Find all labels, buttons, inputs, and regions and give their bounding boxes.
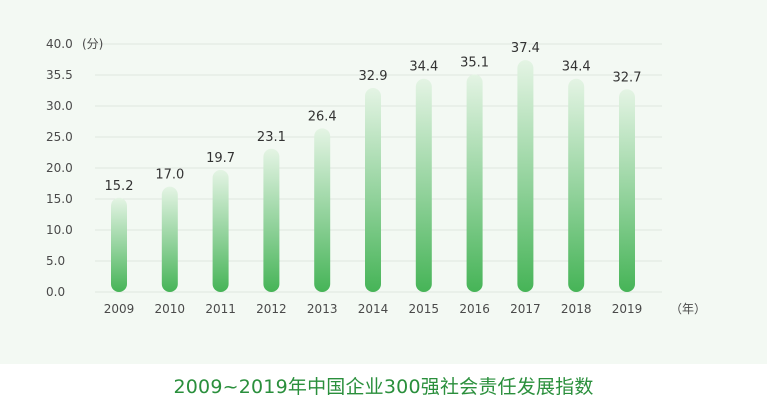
y-axis-ticks: 0.0 5.0 10.0 15.0 20.0 25.0 30.0 35.5 40.0: [46, 37, 73, 299]
y-tick-label: 10.0: [46, 223, 73, 237]
x-tick-label-2010: 2010: [155, 302, 186, 316]
x-axis-unit-label: （年）: [670, 302, 706, 316]
y-tick-label: 35.5: [46, 68, 73, 82]
value-label-2014: 32.9: [359, 69, 388, 84]
value-label-2016: 35.1: [460, 55, 489, 70]
value-labels: 15.2 17.0 19.7 23.1 26.4 32.9 34.4 35.1 37.4 34.4…: [105, 41, 642, 194]
y-tick-label: 15.0: [46, 192, 73, 206]
y-tick-label: 20.0: [46, 161, 73, 175]
bar-2015: [415, 78, 432, 292]
bar-2019: [619, 89, 635, 292]
bar-2016: [466, 74, 483, 292]
y-tick-label: 30.0: [46, 99, 73, 113]
x-tick-label-2013: 2013: [307, 302, 338, 316]
x-tick-label-2019: 2019: [612, 302, 643, 316]
value-label-2018: 34.4: [562, 60, 591, 75]
bar-2018: [568, 78, 585, 292]
x-tick-label-2016: 2016: [459, 302, 490, 316]
y-axis-unit-label: (分): [82, 37, 103, 51]
value-label-2010: 17.0: [155, 168, 184, 183]
x-tick-label-2011: 2011: [205, 302, 236, 316]
x-tick-label-2012: 2012: [256, 302, 287, 316]
chart-panel: [0, 0, 767, 364]
value-label-2011: 19.7: [206, 151, 235, 166]
bars: [111, 60, 635, 293]
chart-title: 2009~2019年中国企业300强社会责任发展指数: [173, 376, 594, 398]
bar-2009: [111, 197, 127, 292]
value-label-2012: 23.1: [257, 130, 286, 145]
bar-chart: 0.0 5.0 10.0 15.0 20.0 25.0 30.0 35.5 40.0 (分) 1…: [46, 37, 706, 316]
x-tick-label-2017: 2017: [510, 302, 541, 316]
bar-2011: [212, 169, 229, 292]
value-label-2015: 34.4: [409, 60, 438, 75]
x-tick-label-2018: 2018: [561, 302, 592, 316]
bar-2017: [517, 60, 534, 293]
x-tick-label-2009: 2009: [104, 302, 135, 316]
value-label-2009: 15.2: [105, 179, 134, 194]
x-tick-label-2014: 2014: [358, 302, 389, 316]
y-tick-label: 25.0: [46, 130, 73, 144]
value-label-2019: 32.7: [613, 70, 642, 85]
value-label-2017: 37.4: [511, 41, 540, 56]
y-tick-label: 40.0: [46, 37, 73, 51]
bar-2010: [161, 186, 178, 292]
bar-2014: [365, 88, 381, 293]
y-tick-label: 5.0: [46, 254, 65, 268]
x-axis-ticks: 2009 2010 2011 2012 2013 2014 2015 2016 2017 2018…: [104, 302, 643, 316]
bar-2012: [263, 148, 280, 292]
y-tick-label: 0.0: [46, 285, 65, 299]
x-tick-label-2015: 2015: [409, 302, 440, 316]
bar-2013: [314, 128, 331, 292]
value-label-2013: 26.4: [308, 109, 337, 124]
